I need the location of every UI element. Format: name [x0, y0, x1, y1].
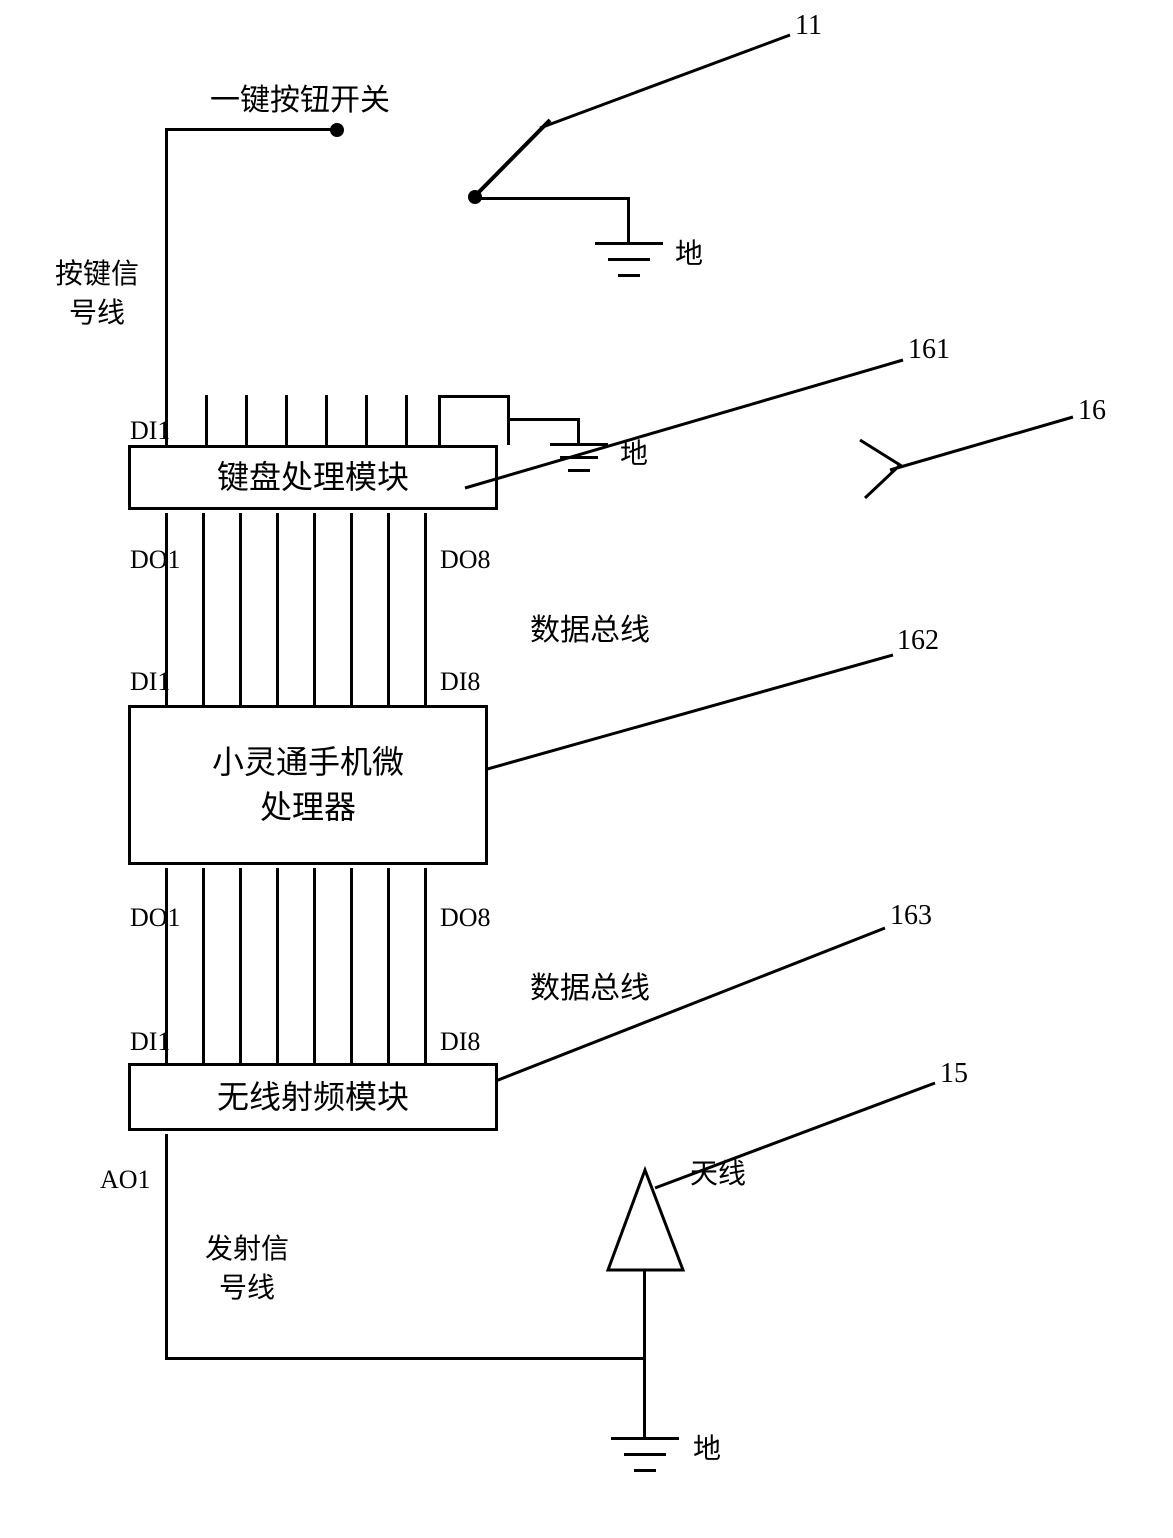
gnd-label-1: 地	[675, 232, 703, 272]
kb-pin2	[205, 395, 208, 450]
data-bus-1: 数据总线	[530, 605, 650, 649]
di8-gnd-v	[577, 418, 580, 443]
pin-DI1-proc: DI1	[130, 667, 170, 697]
antenna-label: 天线	[690, 1152, 746, 1192]
pin-DI8-proc: DI8	[440, 667, 480, 697]
pin-DI8-rf: DI8	[440, 1027, 480, 1057]
key-signal-label: 按键信 号线	[55, 255, 139, 333]
bus2-3	[239, 868, 242, 1068]
phs-l1: 小灵通手机微	[212, 740, 404, 785]
keyboard-module-text: 键盘处理模块	[212, 450, 414, 505]
rf-module-text: 无线射频模块	[212, 1070, 414, 1125]
wire-switch-down	[165, 130, 168, 418]
gnd-label-3: 地	[693, 1427, 721, 1467]
bus1-5	[313, 513, 316, 708]
gnd-switch-3	[618, 274, 640, 277]
kb-pin1	[165, 395, 168, 450]
callout-16: 16	[1078, 395, 1106, 427]
bus1-4	[276, 513, 279, 708]
emit-l2: 号线	[205, 1269, 289, 1308]
gnd-ant-3	[634, 1469, 656, 1472]
gnd-switch-1	[595, 242, 663, 245]
gnd-ant-2	[624, 1453, 666, 1456]
di8-gnd-h	[510, 418, 580, 421]
callout-11: 11	[795, 10, 822, 42]
bus2-6	[350, 868, 353, 1068]
wire-switch-gnd-h	[475, 197, 630, 200]
pin-DO1-proc: DO1	[130, 903, 181, 933]
key-signal-l1: 按键信	[55, 255, 139, 294]
bus2-8	[424, 868, 427, 1068]
wire-ant-gnd-v	[643, 1357, 646, 1437]
kb-pin4	[285, 395, 288, 450]
bus2-7	[387, 868, 390, 1068]
callout-163: 163	[890, 900, 932, 932]
gnd-label-2: 地	[620, 432, 648, 472]
gnd-switch-2	[608, 258, 650, 261]
emit-l1: 发射信	[205, 1230, 289, 1269]
kb-pin3	[245, 395, 248, 450]
phs-l2: 处理器	[212, 785, 404, 830]
wire-ant-v	[643, 1270, 646, 1360]
callout-15: 15	[940, 1058, 968, 1090]
pin-DO8-proc: DO8	[440, 903, 491, 933]
data-bus-2: 数据总线	[530, 963, 650, 1007]
key-signal-l2: 号线	[55, 294, 139, 333]
bus2-2	[202, 868, 205, 1068]
bus1-6	[350, 513, 353, 708]
bus2-4	[276, 868, 279, 1068]
gnd-di8-2	[560, 456, 598, 459]
callout-161: 161	[908, 334, 950, 366]
callout-162: 162	[897, 625, 939, 657]
kb-pin5	[325, 395, 328, 450]
pin-AO1: AO1	[100, 1165, 151, 1195]
kb-pin6	[365, 395, 368, 450]
pin-DO1-kb: DO1	[130, 545, 181, 575]
keyboard-module-box: 键盘处理模块	[128, 445, 498, 510]
wire-ao1-v	[165, 1134, 168, 1359]
wire-switch-top	[165, 128, 337, 131]
bus1-2	[202, 513, 205, 708]
wire-ao1-h	[165, 1357, 645, 1360]
gnd-di8-1	[550, 443, 608, 446]
di8-stub	[438, 395, 510, 445]
pin-DI1-rf: DI1	[130, 1027, 170, 1057]
antenna-icon	[598, 1165, 693, 1280]
bus1-7	[387, 513, 390, 708]
emit-signal-label: 发射信 号线	[205, 1230, 289, 1308]
pin-DO8-kb: DO8	[440, 545, 491, 575]
rf-module-box: 无线射频模块	[128, 1063, 498, 1131]
phs-processor-box: 小灵通手机微 处理器	[128, 705, 488, 865]
bus1-3	[239, 513, 242, 708]
bus1-8	[424, 513, 427, 708]
kb-pin7	[405, 395, 408, 450]
phs-processor-text: 小灵通手机微 处理器	[207, 735, 409, 835]
switch-label: 一键按钮开关	[210, 75, 390, 119]
gnd-di8-3	[568, 469, 590, 472]
circuit-diagram: 11 一键按钮开关 地 按键信 号线 DI1 DI8 地	[0, 0, 1173, 1538]
wire-switch-gnd-v	[627, 197, 630, 242]
bus2-5	[313, 868, 316, 1068]
gnd-ant-1	[611, 1437, 679, 1440]
